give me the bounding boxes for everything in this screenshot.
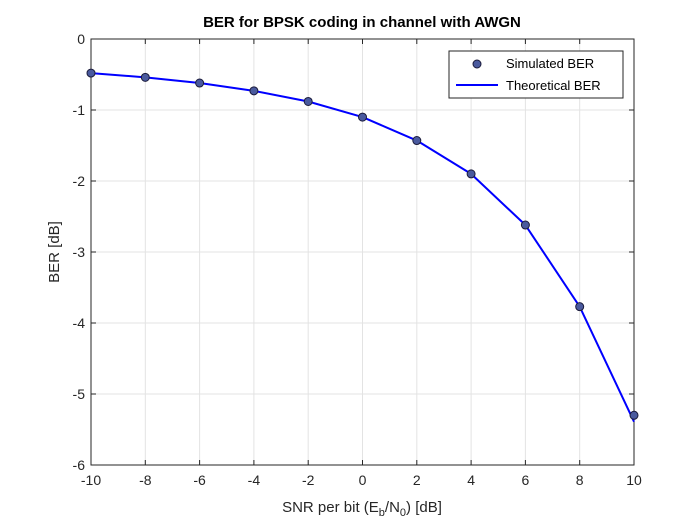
series-layer	[86, 68, 639, 423]
y-tick-label: -5	[73, 386, 86, 402]
simulated-ber-point	[520, 220, 530, 230]
x-tick-label: 0	[359, 472, 367, 488]
chart-title: BER for BPSK coding in channel with AWGN	[203, 14, 521, 31]
x-tick-label: -6	[193, 472, 206, 488]
legend-box	[448, 50, 624, 99]
y-tick-label: -4	[73, 315, 86, 331]
legend-label-simulated: Simulated BER	[506, 56, 594, 71]
x-label-suffix: ) [dB]	[406, 499, 442, 516]
x-tick-label: -8	[139, 472, 152, 488]
x-label-prefix: SNR per bit (E	[282, 499, 379, 516]
x-tick-label: -10	[81, 472, 101, 488]
tick-labels: -10 -8 -6 -4 -2 0 2 4 6 8 10 0 -1 -2 -3 -4 -5 -6	[73, 31, 642, 488]
simulated-ber-point	[412, 136, 422, 146]
y-axis-label: BER [dB]	[46, 221, 63, 283]
simulated-ber-point	[629, 410, 639, 420]
simulated-ber-point	[140, 72, 150, 82]
y-tick-label: -3	[73, 244, 86, 260]
simulated-ber-point	[358, 112, 367, 122]
legend-label-theoretical: Theoretical BER	[506, 78, 601, 93]
simulated-ber-point	[86, 68, 96, 78]
y-tick-label: -2	[73, 173, 86, 189]
x-label-sub1: b	[379, 507, 385, 519]
simulated-ber-point	[195, 78, 205, 88]
simulated-ber-point	[303, 96, 313, 106]
x-tick-label: -2	[302, 472, 315, 488]
y-tick-label: -1	[73, 102, 86, 118]
x-tick-label: -4	[248, 472, 261, 488]
x-tick-label: 10	[626, 472, 642, 488]
tick-marks	[90, 38, 635, 466]
simulated-ber-point	[575, 302, 585, 312]
simulated-ber-point	[249, 86, 259, 96]
x-label-sub2: 0	[400, 507, 406, 519]
x-axis-label: SNR per bit (Eb/N0) [dB]	[282, 499, 442, 519]
x-tick-label: 6	[522, 472, 530, 488]
legend-marker-simulated	[472, 59, 482, 69]
y-tick-label: -6	[73, 457, 86, 473]
simulated-ber-point	[466, 169, 476, 179]
grid	[91, 39, 634, 465]
y-tick-label: 0	[77, 31, 85, 47]
x-tick-label: 2	[413, 472, 421, 488]
x-tick-label: 4	[467, 472, 475, 488]
legend: Simulated BER Theoretical BER	[448, 50, 624, 99]
x-label-middle: /N	[385, 499, 400, 516]
x-tick-label: 8	[576, 472, 584, 488]
